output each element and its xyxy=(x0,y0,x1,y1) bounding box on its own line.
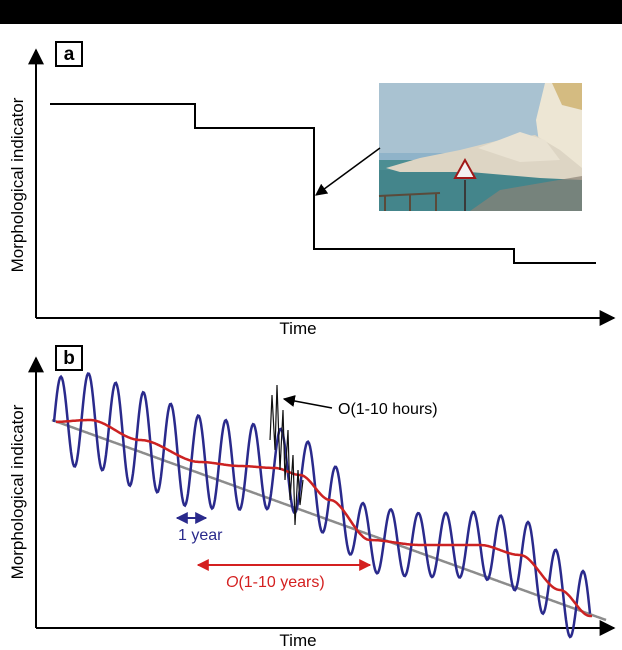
panel-b-xlabel: Time xyxy=(279,631,316,650)
panel-b-ylabel: Morphological indicator xyxy=(8,404,27,579)
panel-b-storm-spikes xyxy=(269,384,304,526)
panel-b-oscillation-line xyxy=(52,372,592,639)
panel-b-storm-label: O(1-10 hours) xyxy=(338,401,438,418)
panel-b-year-label: 1 year xyxy=(178,527,223,544)
panel-b-decade-label-rest: (1-10 years) xyxy=(238,574,324,591)
top-black-bar xyxy=(0,0,622,24)
panel-a-label: a xyxy=(64,44,75,65)
panel-b-label-box xyxy=(55,345,83,371)
panel-b-smoothed-line xyxy=(56,418,592,618)
panel-b-storm-arrow xyxy=(282,395,333,409)
panel-b-label: b xyxy=(63,348,75,369)
panel-b-decade-label: O(1-10 years) xyxy=(226,574,325,591)
panel-a-photo-arrow xyxy=(315,147,381,196)
panel-a-ylabel: Morphological indicator xyxy=(8,97,27,272)
panel-a-label-box xyxy=(55,41,83,67)
cliff-collapse-photo xyxy=(378,83,582,211)
panel-b-decade-label-italic: O xyxy=(226,574,238,591)
panel-a: a Morphological indicator Time xyxy=(8,41,616,338)
panel-a-xlabel: Time xyxy=(279,319,316,338)
panel-b: b Morphological indicator Time O(1-10 ho… xyxy=(8,345,616,650)
panel-a-step-line xyxy=(50,103,596,264)
